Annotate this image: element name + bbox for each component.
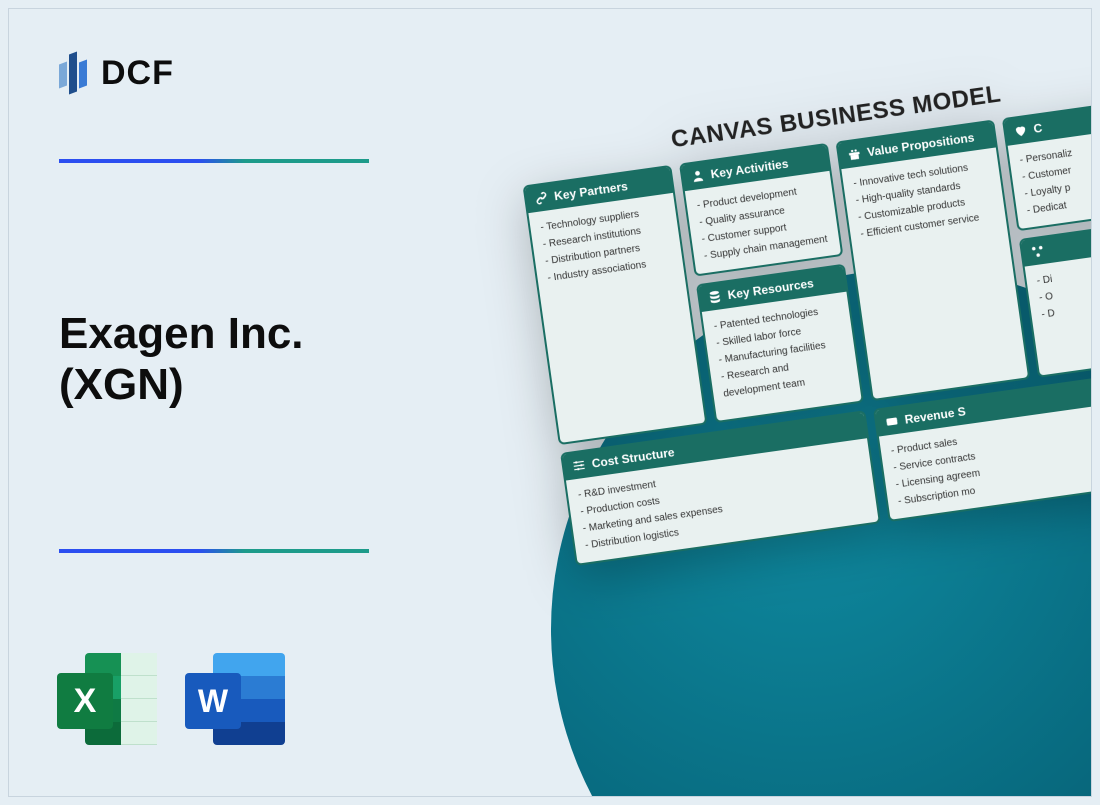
logo-text: DCF — [101, 54, 174, 93]
card-icon — [884, 414, 900, 430]
link-icon — [534, 190, 550, 206]
cell-value-propositions: Value Propositions Innovative tech solut… — [835, 119, 1030, 401]
cell-key-resources: Key Resources Patented technologiesSkill… — [696, 264, 864, 424]
gift-icon — [846, 146, 862, 162]
cell-label: Revenue S — [904, 404, 967, 426]
cell-label: C — [1033, 121, 1044, 136]
database-icon — [707, 289, 723, 305]
canvas-card: CANVAS BUSINESS MODEL Key Partners Techn… — [517, 59, 1092, 566]
page-title: Exagen Inc. (XGN) — [59, 309, 304, 410]
cell-key-activities: Key Activities Product developmentQualit… — [679, 143, 843, 277]
title-line2: (XGN) — [59, 360, 184, 409]
network-icon — [1030, 244, 1046, 260]
cell-list: Patented technologiesSkilled labor force… — [702, 292, 861, 412]
sliders-icon — [571, 458, 587, 474]
heart-icon — [1013, 123, 1029, 139]
card-frame: DCF Exagen Inc. (XGN) X W CANVAS BUSINES… — [8, 8, 1092, 797]
canvas-grid: Key Partners Technology suppliersResearc… — [523, 97, 1092, 566]
person-icon — [690, 168, 706, 184]
word-badge: W — [185, 673, 241, 729]
word-icon: W — [185, 649, 285, 749]
excel-icon: X — [57, 649, 157, 749]
divider-top — [59, 159, 369, 163]
excel-badge: X — [57, 673, 113, 729]
divider-bottom — [59, 549, 369, 553]
logo-mark-icon — [59, 49, 91, 97]
cell-channels: DiOD — [1019, 220, 1092, 378]
title-line1: Exagen Inc. — [59, 309, 304, 358]
logo: DCF — [59, 49, 174, 97]
cell-customer-relationships: C PersonalizCustomerLoyalty pDedicat — [1002, 99, 1092, 231]
cell-key-partners: Key Partners Technology suppliersResearc… — [523, 165, 708, 445]
app-icons-row: X W — [57, 649, 285, 749]
